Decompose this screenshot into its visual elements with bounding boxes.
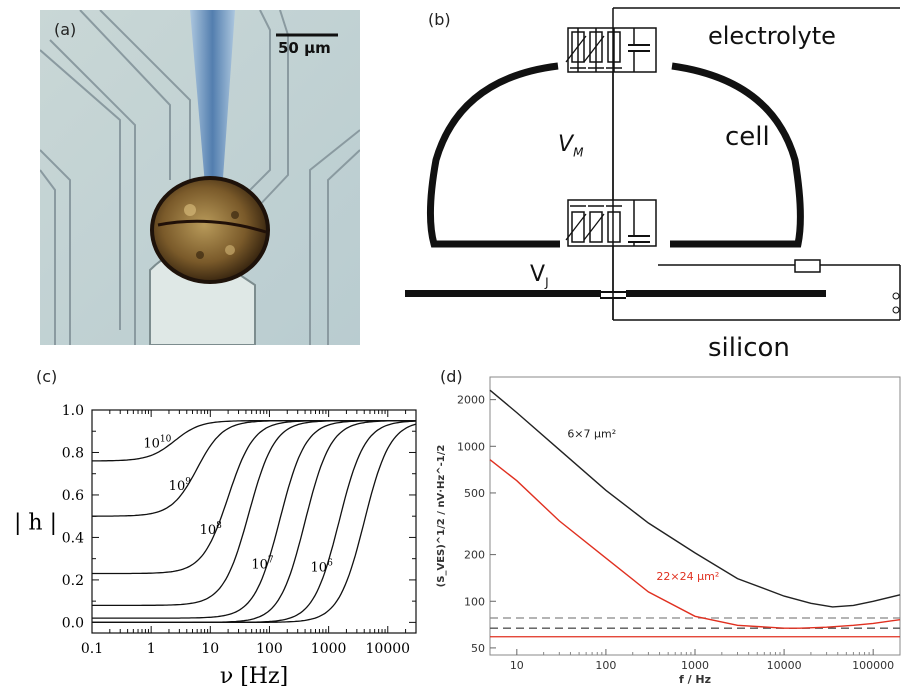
silicon-label: silicon (708, 333, 790, 363)
electrolyte-label: electrolyte (708, 22, 836, 50)
vj-symbol: V (530, 262, 546, 287)
panel-c-label: (c) (36, 367, 58, 386)
panel-b-label: (b) (428, 10, 451, 29)
series-line (92, 419, 416, 517)
x-tick-label: 100 (256, 641, 283, 657)
y-tick-label: 0.2 (62, 573, 84, 589)
x-tick-label: 1 (147, 641, 156, 657)
x-axis-label: ν [Hz] (220, 664, 288, 688)
y-tick-label: 2000 (457, 394, 485, 407)
y-tick-label: 500 (464, 487, 485, 500)
series-line (92, 419, 416, 619)
series-line (489, 389, 901, 608)
series-line (92, 420, 417, 624)
series-label: 22×24 µm² (656, 570, 719, 583)
x-tick-label: 1000 (681, 659, 709, 672)
panel-a-label: (a) (54, 20, 77, 39)
y-tick-label: 0.0 (62, 615, 84, 631)
plot-frame (489, 376, 901, 656)
circuit-diagram (405, 7, 901, 321)
panel-b: (b) electrolyte cell silicon VM VJ (400, 0, 901, 370)
x-tick-label: 10 (201, 641, 219, 657)
y-tick-label: 0.4 (62, 530, 84, 546)
plot-frame (91, 409, 417, 634)
series-line (489, 459, 901, 629)
series-line (92, 419, 416, 607)
x-tick-label: 0.1 (81, 641, 103, 657)
y-axis-label: (S_VES)^1/2 / nV·Hz^-1/2 (436, 445, 447, 588)
cell-label: cell (725, 122, 770, 152)
x-tick-label: 100 (595, 659, 616, 672)
vm-label: VM (558, 132, 583, 159)
x-tick-label: 10 (510, 659, 524, 672)
y-axis-label: | h | (14, 511, 57, 536)
panel-c: (c) 0.1 1 10 100 1000 10000 0.0 0.2 0.4 0.6 0.8 1.0… (0, 365, 430, 689)
y-tick-label: 50 (471, 642, 485, 655)
series-line (92, 420, 416, 624)
series-line (92, 423, 417, 624)
x-tick-label: 10000 (366, 641, 411, 657)
series-label: 106 (311, 559, 334, 576)
y-tick-label: 1000 (457, 440, 485, 453)
micrograph-image (39, 9, 361, 346)
series-label: 107 (251, 555, 274, 572)
vj-label: VJ (530, 262, 549, 289)
y-tick-label: 200 (464, 549, 485, 562)
panel-a: (a) 50 µm (39, 9, 361, 346)
panel-d-label: (d) (440, 367, 463, 386)
panel-d: (d) 10 100 1000 10000 100000 50 100 200 500 1000 2… (430, 365, 901, 688)
chart-d: 10 100 1000 10000 10000050100200500100020006… (436, 376, 901, 686)
x-axis-label: f / Hz (679, 673, 711, 686)
y-tick-label: 0.8 (62, 445, 84, 461)
chart-c: 0.1 1 10 100 1000 10000 0.0 0.2 0.4 0.6 0.8 1.0 1010… (14, 403, 417, 689)
vm-subscript: M (573, 145, 584, 160)
series-label: 109 (169, 477, 192, 494)
x-tick-label: 10000 (767, 659, 802, 672)
series-label: 1010 (143, 435, 171, 452)
series-label: 108 (200, 521, 223, 538)
y-tick-label: 0.6 (62, 488, 84, 504)
x-tick-label: 1000 (311, 641, 347, 657)
scale-bar-label: 50 µm (278, 39, 331, 57)
vj-subscript: J (545, 275, 549, 290)
y-tick-label: 1.0 (62, 403, 84, 419)
vm-symbol: V (558, 132, 574, 157)
x-tick-label: 100000 (852, 659, 894, 672)
y-tick-label: 100 (464, 595, 485, 608)
series-label: 6×7 µm² (567, 428, 616, 441)
